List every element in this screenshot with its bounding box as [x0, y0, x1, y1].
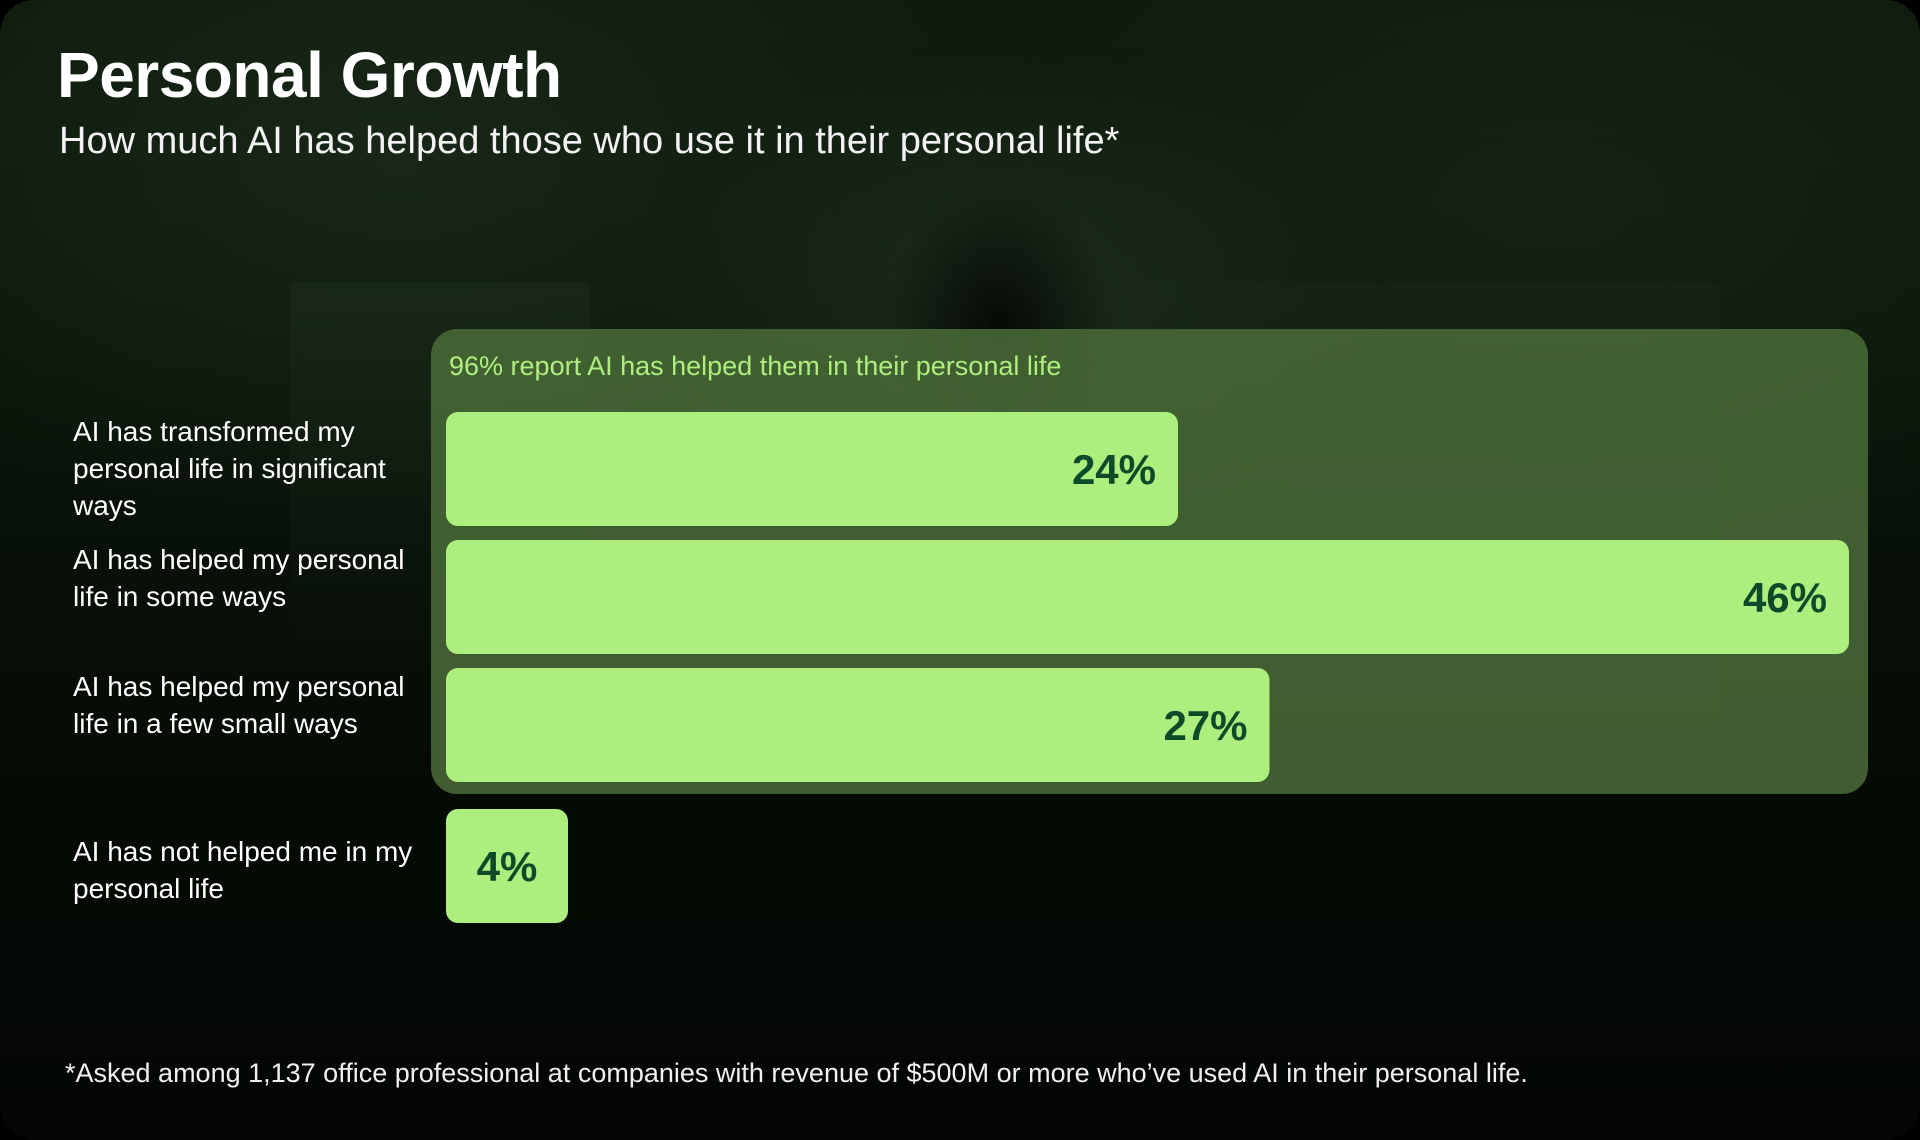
bar-1: [446, 540, 1849, 654]
bar-2: [446, 668, 1270, 782]
bar-value-label-1: 46%: [1743, 574, 1827, 621]
chart-subtitle: How much AI has helped those who use it …: [59, 120, 1120, 162]
category-label-some-ways: AI has helped my personal life in some w…: [73, 544, 405, 612]
category-label-transformed: AI has transformed my personal life in s…: [73, 416, 386, 521]
bar-value-label-0: 24%: [1072, 446, 1156, 493]
category-label-few-small-ways: AI has helped my personal life in a few …: [73, 671, 405, 739]
category-label-not-helped: AI has not helped me in my personal life: [73, 836, 413, 904]
chart-title: Personal Growth: [57, 39, 562, 111]
footnote: *Asked among 1,137 office professional a…: [65, 1058, 1528, 1088]
bar-value-label-2: 27%: [1163, 702, 1247, 749]
bar-3: [446, 809, 568, 923]
annotation-text: 96% report AI has helped them in their p…: [449, 351, 1061, 381]
bar-0: [446, 412, 1178, 526]
bar-value-label-3: 4%: [477, 843, 538, 890]
